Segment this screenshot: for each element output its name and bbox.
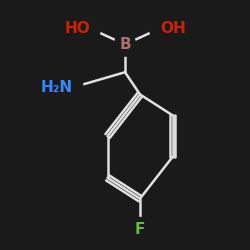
Circle shape: [80, 17, 100, 40]
Text: F: F: [135, 222, 145, 237]
Text: HO: HO: [64, 21, 90, 36]
Text: OH: OH: [160, 21, 186, 36]
Circle shape: [114, 33, 136, 56]
Circle shape: [130, 218, 150, 241]
Circle shape: [62, 76, 83, 99]
Text: B: B: [119, 37, 131, 52]
Circle shape: [150, 17, 171, 40]
Text: H₂N: H₂N: [40, 80, 72, 95]
